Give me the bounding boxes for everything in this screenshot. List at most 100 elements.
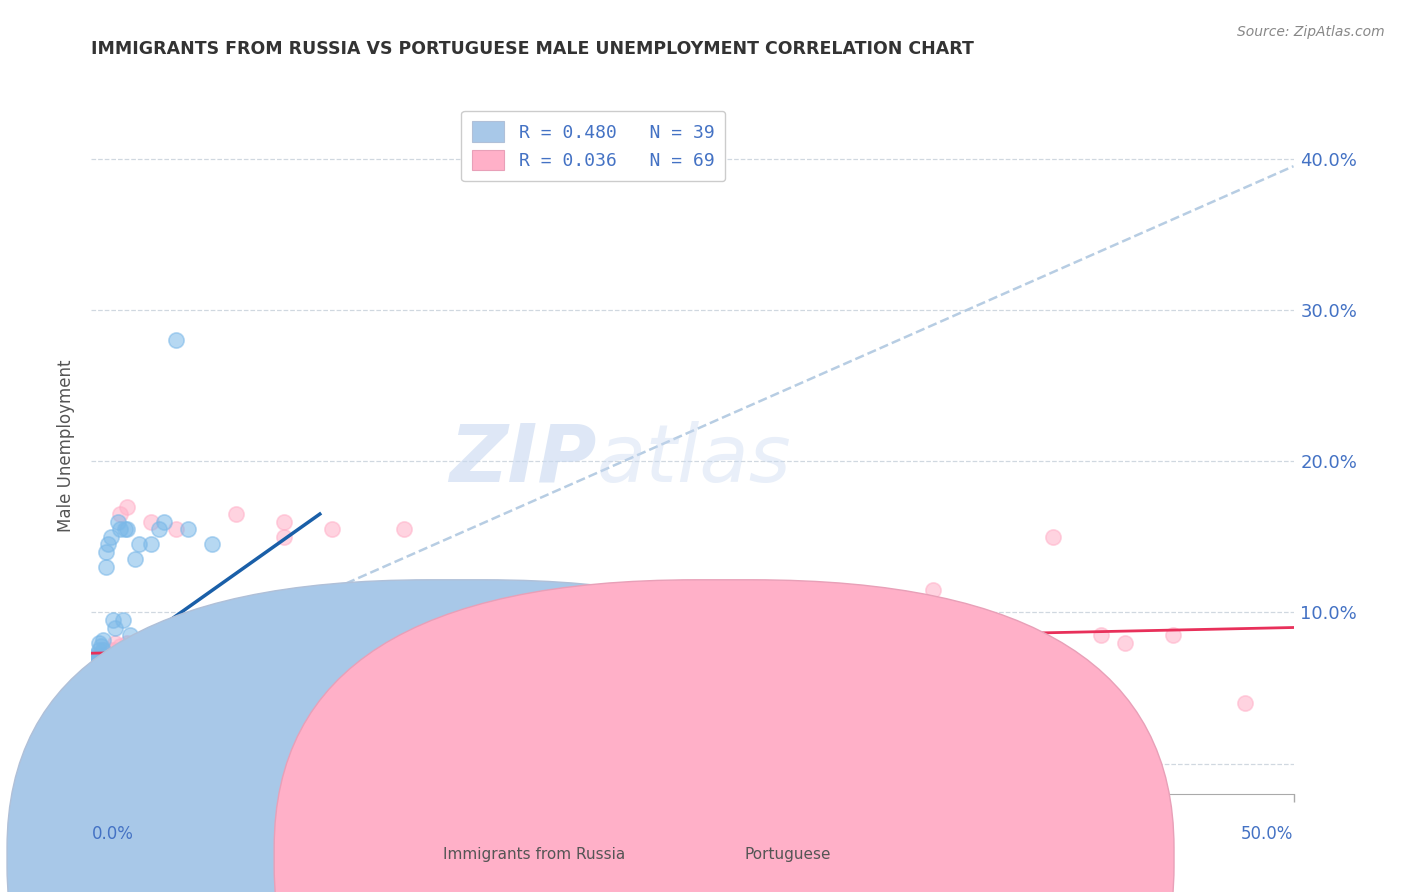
Point <box>84 663 107 677</box>
Text: atlas: atlas <box>596 421 792 499</box>
Point <box>124 643 146 657</box>
Point <box>513 620 536 634</box>
Point <box>83 663 105 677</box>
Point <box>165 333 187 347</box>
Point <box>1161 628 1184 642</box>
Point <box>97 650 120 665</box>
Text: 0.0%: 0.0% <box>91 825 134 843</box>
Point <box>873 628 896 642</box>
Point <box>117 500 139 514</box>
Point <box>152 515 174 529</box>
Point <box>87 643 110 657</box>
Point <box>148 635 170 649</box>
Point <box>1090 628 1112 642</box>
Point <box>93 643 115 657</box>
Point <box>176 522 198 536</box>
Point <box>110 507 132 521</box>
Point <box>946 606 969 620</box>
Point <box>83 650 105 665</box>
Point <box>201 537 224 551</box>
Point <box>84 658 107 673</box>
Point <box>100 530 122 544</box>
Point <box>273 530 295 544</box>
Point <box>84 654 107 668</box>
Text: Immigrants from Russia: Immigrants from Russia <box>443 847 626 862</box>
Point <box>83 658 105 673</box>
Point <box>249 635 271 649</box>
Point <box>273 620 295 634</box>
Point <box>236 613 259 627</box>
Point <box>114 522 136 536</box>
Point <box>321 522 343 536</box>
Point <box>165 522 187 536</box>
Point <box>110 639 132 653</box>
Point <box>104 620 127 634</box>
Text: IMMIGRANTS FROM RUSSIA VS PORTUGUESE MALE UNEMPLOYMENT CORRELATION CHART: IMMIGRANTS FROM RUSSIA VS PORTUGUESE MAL… <box>91 40 974 58</box>
Point <box>1042 530 1064 544</box>
Point <box>104 635 127 649</box>
Point <box>84 650 107 665</box>
Point <box>94 560 117 574</box>
Point <box>134 643 156 657</box>
Point <box>754 628 776 642</box>
Point <box>107 515 129 529</box>
Point <box>141 537 163 551</box>
Text: 50.0%: 50.0% <box>1241 825 1294 843</box>
Point <box>141 650 163 665</box>
Point <box>110 522 132 536</box>
Point <box>368 613 391 627</box>
Point <box>1018 628 1040 642</box>
Point <box>118 628 141 642</box>
Point <box>706 628 728 642</box>
Point <box>1114 635 1136 649</box>
Point <box>94 654 117 668</box>
Point <box>465 628 488 642</box>
Point <box>176 643 198 657</box>
Point <box>84 648 107 662</box>
Point <box>93 654 115 668</box>
Point <box>392 522 415 536</box>
Point <box>297 620 319 634</box>
Point <box>128 537 150 551</box>
Point <box>416 613 439 627</box>
Point <box>148 522 170 536</box>
Point <box>321 613 343 627</box>
Point <box>94 648 117 662</box>
Point <box>225 635 247 649</box>
Point <box>849 628 872 642</box>
Point <box>273 515 295 529</box>
Text: ZIP: ZIP <box>449 421 596 499</box>
Point <box>90 639 112 653</box>
Point <box>84 669 107 683</box>
Point <box>657 613 679 627</box>
Point <box>90 648 112 662</box>
Point <box>165 635 187 649</box>
Point <box>152 650 174 665</box>
Point <box>922 582 945 597</box>
Point <box>201 620 224 634</box>
Point <box>83 654 105 668</box>
Point <box>87 658 110 673</box>
Point <box>90 658 112 673</box>
Point <box>225 507 247 521</box>
Point <box>97 537 120 551</box>
Point <box>100 654 122 668</box>
Point <box>101 648 124 662</box>
Point <box>124 552 146 566</box>
Point <box>87 654 110 668</box>
Point <box>90 650 112 665</box>
Point <box>93 632 115 647</box>
Point <box>87 654 110 668</box>
Point <box>87 648 110 662</box>
Point <box>117 522 139 536</box>
Point <box>188 635 211 649</box>
Point <box>141 515 163 529</box>
Point <box>101 613 124 627</box>
Legend: R = 0.480   N = 39, R = 0.036   N = 69: R = 0.480 N = 39, R = 0.036 N = 69 <box>461 111 725 181</box>
Text: Source: ZipAtlas.com: Source: ZipAtlas.com <box>1237 25 1385 39</box>
Point <box>117 635 139 649</box>
Point <box>111 613 134 627</box>
Point <box>128 635 150 649</box>
Point <box>100 643 122 657</box>
Point <box>100 650 122 665</box>
